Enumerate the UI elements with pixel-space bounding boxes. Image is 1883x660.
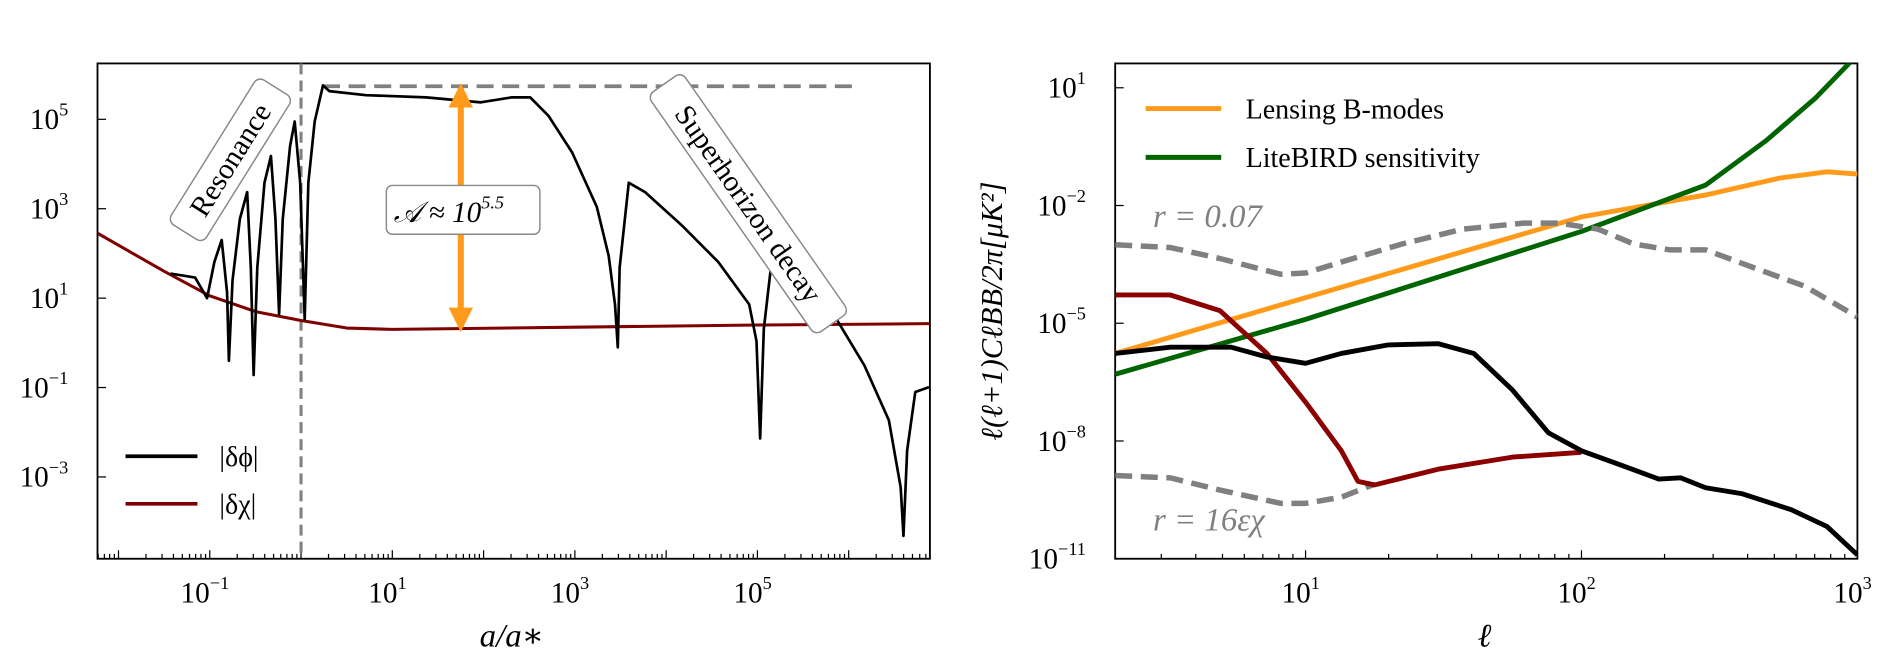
r-16eps-dashed-line [1115,472,1376,507]
right-legend: Lensing B-modes LiteBIRD sensitivity [1145,94,1480,174]
y-tick-label: 10−8 [1037,421,1086,457]
annotation-box [385,184,541,235]
y-tick-label: 10−3 [20,457,69,493]
x-tick-label: 101 [1282,573,1320,609]
y-tick-label: 10−1 [20,368,69,404]
x-tick-label: 101 [368,573,406,609]
y-tick-label: 10−2 [1037,186,1086,222]
y-tick-label: 10−11 [1029,539,1086,575]
axes-frame [96,62,931,560]
y-tick-label: 101 [1048,68,1086,104]
legend-label-litebird: LiteBIRD sensitivity [1246,143,1480,174]
y-tick-label: 105 [30,100,68,136]
x-tick-label: 10−1 [181,573,230,609]
r-007-label: r = 0.07 [1153,199,1264,235]
amplitude-label: 𝒜 ≈ 105.5 [394,193,504,229]
amplitude-annotation: 𝒜 ≈ 105.5 [385,184,541,235]
delta-chi-line [97,231,930,331]
legend-label-lensing: Lensing B-modes [1246,94,1444,125]
x-axis-label: a/a∗ [480,619,544,655]
x-axis-label: ℓ [1478,619,1492,655]
plot-area [1115,63,1858,557]
r-16eps-label: r = 16εχ [1153,503,1266,539]
lensing-bmodes-line [1115,169,1858,356]
left-legend: |δϕ| |δχ| [125,442,259,521]
red-spectrum-line [1115,292,1582,488]
r-007-dashed-line [1115,220,1858,320]
legend-label-delta-phi: |δϕ| [219,442,258,473]
superhorizon-label: Superhorizon decay [668,99,828,309]
y-tick-label: 103 [30,189,68,225]
superhorizon-annotation: Superhorizon decay [649,74,848,334]
x-tick-label: 105 [733,573,771,609]
x-tick-label: 103 [1833,573,1871,609]
y-tick-label: 10−5 [1037,304,1086,340]
right-panel: 101 102 103 101 10−2 10−5 10−8 10−11 r = 0.07 r =… [975,62,1872,655]
axes-frame [1114,62,1859,560]
y-axis-label: ℓ(ℓ+1)CℓBB/2π[μK²] [975,181,1009,440]
legend-label-delta-chi: |δχ| [219,490,256,521]
black-spectrum-line [1115,341,1858,557]
x-tick-label: 103 [551,573,589,609]
x-tick-label: 102 [1557,573,1595,609]
annotation-box [649,74,848,334]
litebird-sensitivity-line [1115,63,1853,377]
y-tick-label: 101 [30,278,68,314]
annotation-box [169,78,292,242]
